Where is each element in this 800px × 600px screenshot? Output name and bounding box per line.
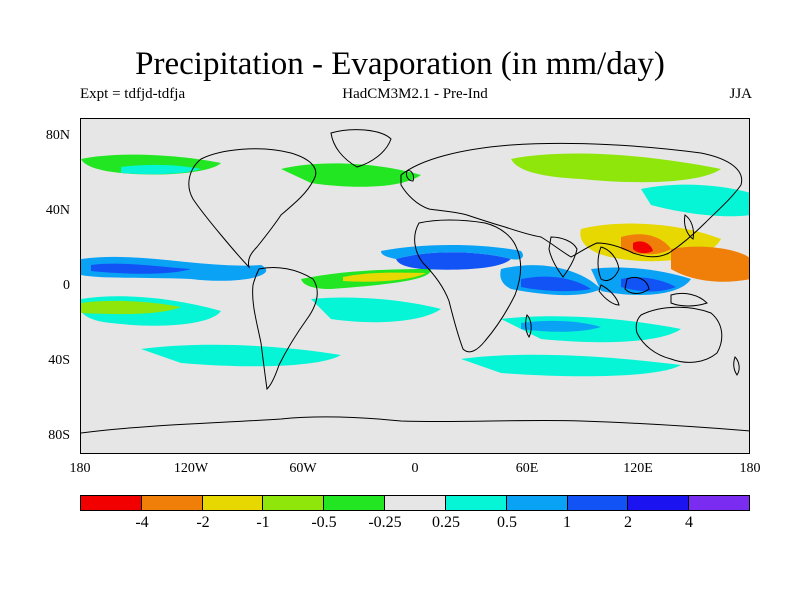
colorbar-label: 4 bbox=[685, 514, 693, 531]
lat-label: 40N bbox=[45, 203, 70, 218]
blob-pacific-itcz-core bbox=[91, 263, 191, 274]
map-panel bbox=[80, 118, 750, 454]
colorbar-segment bbox=[202, 496, 264, 510]
blob-sahel-edge bbox=[381, 245, 523, 260]
colorbar bbox=[80, 495, 750, 511]
blob-south-indian-core bbox=[521, 320, 601, 332]
coast-indochina bbox=[597, 246, 620, 282]
blob-north-pacific-cyan bbox=[121, 164, 201, 175]
coast-madagascar bbox=[525, 314, 532, 338]
colorbar-segment bbox=[385, 496, 446, 510]
colorbar-segment bbox=[445, 496, 507, 510]
experiment-label: Expt = tdfjd-tdfja bbox=[80, 86, 186, 102]
colorbar-label: -1 bbox=[256, 514, 270, 531]
coast-india bbox=[548, 236, 578, 278]
lon-label: 120E bbox=[623, 461, 653, 476]
colorbar-label: -4 bbox=[135, 514, 149, 531]
coast-australia bbox=[635, 306, 723, 363]
colorbar-label: 0.5 bbox=[497, 514, 517, 531]
lat-label: 0 bbox=[63, 278, 70, 293]
season-label: JJA bbox=[729, 86, 752, 102]
lat-label: 40S bbox=[48, 353, 70, 368]
coast-new-guinea bbox=[670, 292, 708, 307]
coast-africa bbox=[414, 219, 522, 353]
colorbar-segment bbox=[263, 496, 325, 510]
model-label: HadCM3M2.1 - Pre-Ind bbox=[342, 86, 488, 102]
coast-borneo bbox=[624, 276, 650, 294]
lat-label: 80S bbox=[48, 428, 70, 443]
blob-eurasia-cyan bbox=[641, 184, 749, 217]
coast-britain bbox=[406, 170, 414, 182]
coast-antarctica bbox=[81, 416, 749, 434]
blob-south-atlantic bbox=[311, 297, 441, 323]
colorbar-segment bbox=[567, 496, 629, 510]
colorbar-segment bbox=[324, 496, 386, 510]
colorbar-label: -2 bbox=[196, 514, 210, 531]
lon-label: 180 bbox=[739, 461, 761, 476]
lon-label: 180 bbox=[69, 461, 91, 476]
coast-new-zealand bbox=[733, 356, 740, 376]
blob-indian-ocean-core bbox=[521, 276, 591, 292]
colorbar-label: 2 bbox=[624, 514, 632, 531]
colorbar-label: 0.25 bbox=[432, 514, 460, 531]
colorbar-segment bbox=[506, 496, 568, 510]
map-field bbox=[81, 129, 749, 434]
coastlines bbox=[81, 129, 749, 434]
coast-south-america bbox=[252, 266, 318, 391]
colorbar-segment bbox=[689, 496, 749, 510]
blob-north-atlantic bbox=[281, 163, 421, 187]
blob-atlantic-itcz-core bbox=[343, 272, 426, 282]
lat-label: 80N bbox=[45, 128, 70, 143]
lon-label: 60W bbox=[289, 461, 317, 476]
colorbar-label: -0.25 bbox=[368, 514, 402, 531]
blob-southern-ocean bbox=[141, 344, 341, 367]
blob-west-pacific bbox=[671, 246, 749, 282]
coast-japan bbox=[684, 214, 694, 240]
coast-north-america bbox=[188, 148, 317, 269]
blob-south-pacific-green bbox=[81, 300, 181, 315]
blob-southern-ocean-2 bbox=[461, 354, 681, 377]
lon-label: 0 bbox=[411, 461, 419, 476]
colorbar-segment bbox=[141, 496, 203, 510]
lon-label: 60E bbox=[515, 461, 539, 476]
colorbar-segment bbox=[81, 496, 142, 510]
coast-greenland bbox=[330, 129, 392, 168]
colorbar-segment bbox=[628, 496, 690, 510]
blob-eurasia bbox=[511, 153, 721, 183]
anomaly-field bbox=[81, 153, 749, 377]
coast-sumatra bbox=[598, 284, 620, 306]
blob-east-asia-hot bbox=[633, 241, 653, 254]
coast-eurasia bbox=[400, 142, 743, 258]
lon-label: 120W bbox=[173, 461, 209, 476]
blob-maritime-core bbox=[621, 277, 676, 292]
colorbar-label: -0.5 bbox=[311, 514, 337, 531]
colorbar-label: 1 bbox=[563, 514, 571, 531]
map-title: Precipitation - Evaporation (in mm/day) bbox=[135, 46, 665, 82]
